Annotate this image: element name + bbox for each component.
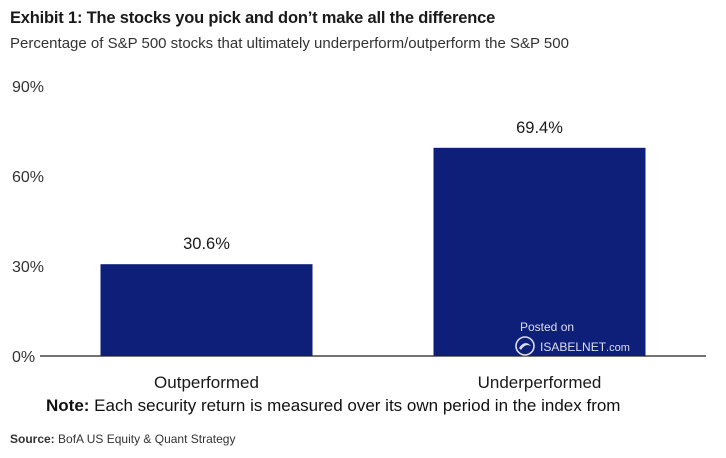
- chart-source: Source: BofA US Equity & Quant Strategy: [10, 432, 236, 446]
- y-tick-label: 30%: [12, 259, 44, 276]
- x-category-label: Underperformed: [478, 373, 602, 392]
- bar-chart: 0% 30% 60% 90% 30.6% Outperformed 69.4% Underpe…: [12, 79, 706, 392]
- y-tick-label: 60%: [12, 169, 44, 186]
- isabelnet-logo-icon: [515, 336, 535, 356]
- y-tick-label: 0%: [12, 349, 35, 366]
- chart-title: Exhibit 1: The stocks you pick and don’t…: [10, 9, 496, 27]
- watermark-posted-text: Posted on: [520, 320, 575, 334]
- chart-subtitle: Percentage of S&P 500 stocks that ultima…: [10, 35, 569, 52]
- watermark-brand: ISABELNET.com: [540, 340, 630, 354]
- bar: [100, 264, 313, 356]
- y-tick-label: 90%: [12, 79, 44, 96]
- chart-note: Note: Each security return is measured o…: [46, 396, 621, 415]
- bar: [433, 147, 646, 356]
- data-label: 30.6%: [183, 235, 230, 253]
- x-category-label: Outperformed: [154, 373, 259, 392]
- data-label: 69.4%: [516, 119, 563, 137]
